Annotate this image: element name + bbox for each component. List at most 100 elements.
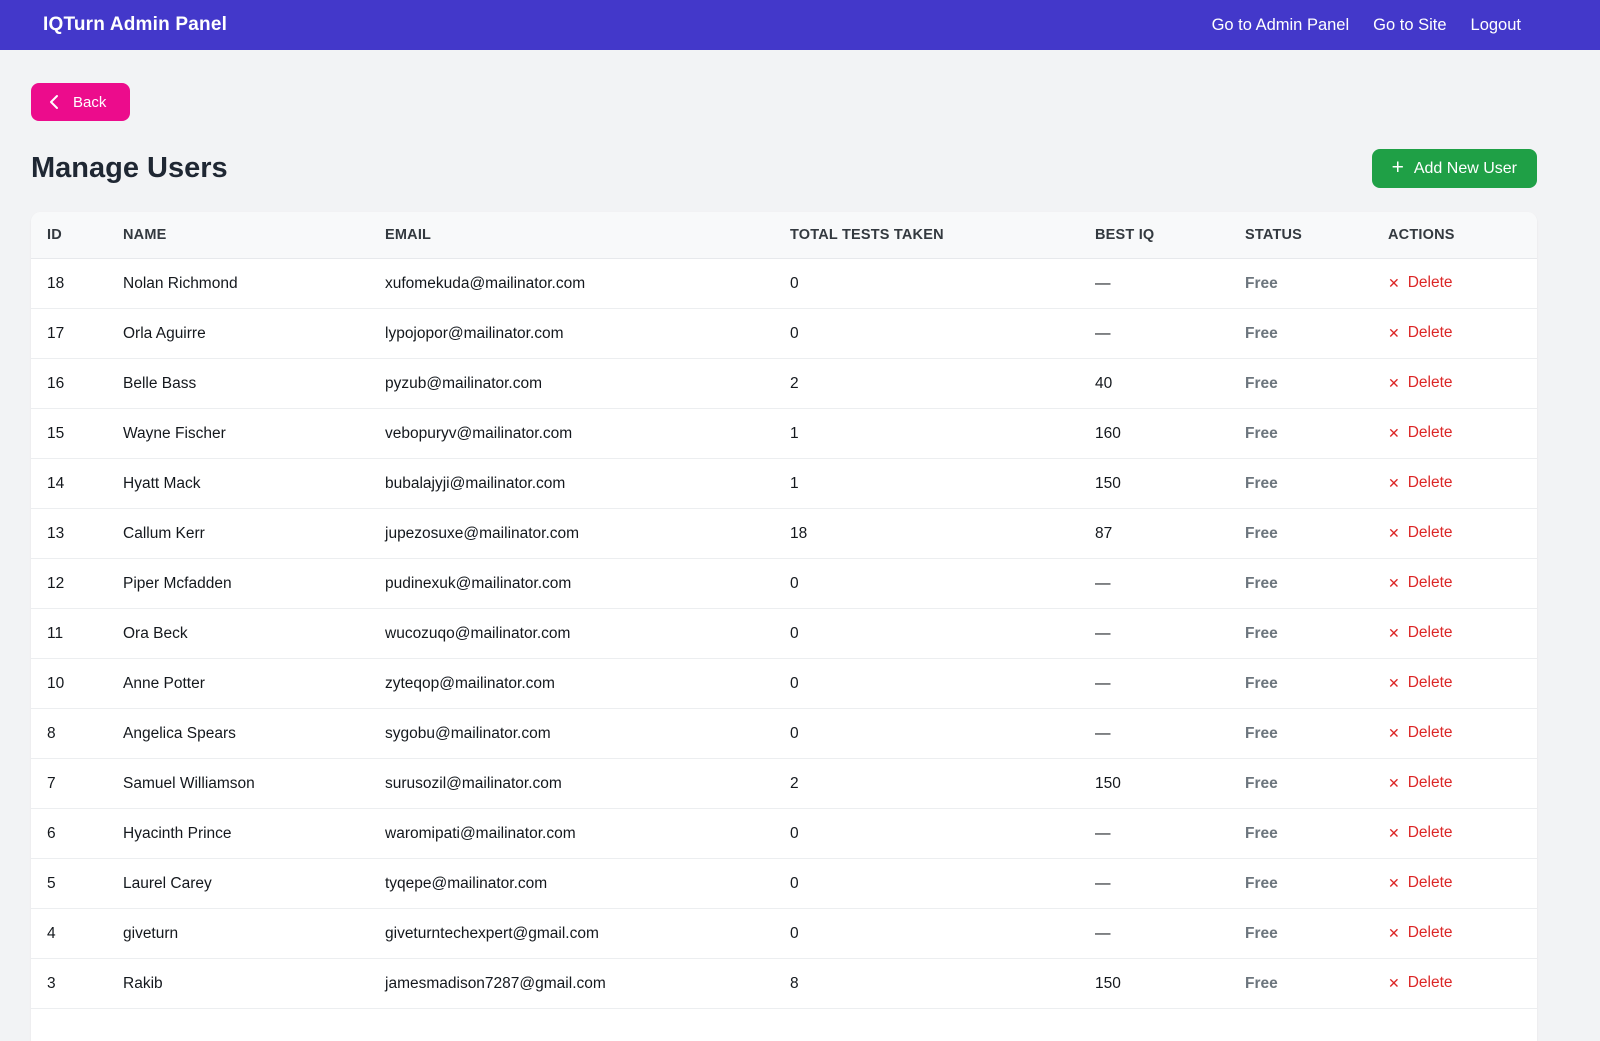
total-tests-taken-cell: 2 [774,358,1079,409]
status-badge: Free [1229,558,1372,609]
actions-cell: ✕ Delete [1372,908,1537,959]
delete-button[interactable]: ✕ Delete [1388,774,1453,792]
best-iq-cell: — [1079,858,1229,909]
table-row: 18 Nolan Richmond xufomekuda@mailinator.co… [31,258,1537,309]
delete-button[interactable]: ✕ Delete [1388,624,1453,642]
nav-link-go-to-site[interactable]: Go to Site [1373,15,1447,34]
delete-button[interactable]: ✕ Delete [1388,274,1453,292]
delete-button-label: Delete [1407,374,1453,391]
user-email-cell: vebopuryv@mailinator.com [369,408,774,459]
delete-button-label: Delete [1407,674,1453,691]
status-badge: Free [1229,358,1372,409]
delete-button[interactable]: ✕ Delete [1388,924,1453,942]
actions-cell: ✕ Delete [1372,308,1537,359]
x-icon: ✕ [1388,625,1400,641]
add-new-user-button[interactable]: + Add New User [1371,149,1537,188]
user-name-cell: Orla Aguirre [107,308,369,359]
user-id-cell: 15 [31,408,107,459]
x-icon: ✕ [1388,725,1400,741]
user-id-cell: 13 [31,508,107,559]
delete-button[interactable]: ✕ Delete [1388,474,1453,492]
back-button[interactable]: Back [31,83,131,121]
total-tests-taken-cell: 8 [774,958,1079,1009]
table-row: 17 Orla Aguirre lypojopor@mailinator.com 0—… [31,308,1537,359]
actions-cell: ✕ Delete [1372,608,1537,659]
x-icon: ✕ [1388,275,1400,291]
status-badge: Free [1229,908,1372,959]
actions-cell: ✕ Delete [1372,458,1537,509]
status-badge: Free [1229,508,1372,559]
delete-button[interactable]: ✕ Delete [1388,524,1453,542]
navbar-brand: IQTurn Admin Panel [43,14,228,35]
delete-button-label: Delete [1407,974,1453,991]
delete-button[interactable]: ✕ Delete [1388,324,1453,342]
status-badge: Free [1229,858,1372,909]
actions-cell: ✕ Delete [1372,658,1537,709]
user-email-cell: xufomekuda@mailinator.com [369,258,774,309]
status-badge: Free [1229,408,1372,459]
status-badge: Free [1229,808,1372,859]
table-row: 8 Angelica Spears sygobu@mailinator.com 0— F… [31,708,1537,759]
best-iq-cell: — [1079,808,1229,859]
user-email-cell: sygobu@mailinator.com [369,708,774,759]
user-id-cell: 16 [31,358,107,409]
x-icon: ✕ [1388,425,1400,441]
user-id-cell: 11 [31,608,107,659]
delete-button[interactable]: ✕ Delete [1388,374,1453,392]
navbar: IQTurn Admin Panel Go to Admin Panel Go … [0,0,1600,50]
delete-button[interactable]: ✕ Delete [1388,974,1453,992]
user-email-cell: waromipati@mailinator.com [369,808,774,859]
best-iq-cell: — [1079,308,1229,359]
column-header-status: STATUS [1229,212,1372,259]
user-name-cell: Ora Beck [107,608,369,659]
best-iq-cell: 40 [1079,358,1229,409]
x-icon: ✕ [1388,825,1400,841]
delete-button[interactable]: ✕ Delete [1388,674,1453,692]
x-icon: ✕ [1388,575,1400,591]
delete-button-label: Delete [1407,424,1453,441]
delete-button[interactable]: ✕ Delete [1388,574,1453,592]
user-name-cell: Anne Potter [107,658,369,709]
user-name-cell: giveturn [107,908,369,959]
best-iq-cell: — [1079,908,1229,959]
delete-button[interactable]: ✕ Delete [1388,824,1453,842]
best-iq-cell: 160 [1079,408,1229,459]
actions-cell: ✕ Delete [1372,408,1537,459]
user-name-cell: Hyatt Mack [107,458,369,509]
x-icon: ✕ [1388,675,1400,691]
status-badge: Free [1229,758,1372,809]
user-name-cell: Belle Bass [107,358,369,409]
page-title: Manage Users [31,152,228,184]
user-email-cell: zyteqop@mailinator.com [369,658,774,709]
user-email-cell: tyqepe@mailinator.com [369,858,774,909]
delete-button-label: Delete [1407,824,1453,841]
column-header-best-iq: BEST IQ [1079,212,1229,259]
delete-button-label: Delete [1407,724,1453,741]
x-icon: ✕ [1388,375,1400,391]
delete-button-label: Delete [1407,524,1453,541]
x-icon: ✕ [1388,475,1400,491]
nav-link-go-to-admin-panel[interactable]: Go to Admin Panel [1211,15,1350,34]
table-row: 3 Rakib jamesmadison7287@gmail.com 8 150 Free… [31,958,1537,1009]
delete-button[interactable]: ✕ Delete [1388,424,1453,442]
table-row: 11 Ora Beck wucozuqo@mailinator.com 0— Free ✕… [31,608,1537,659]
total-tests-taken-cell: 0 [774,608,1079,659]
delete-button[interactable]: ✕ Delete [1388,874,1453,892]
status-badge: Free [1229,258,1372,309]
user-id-cell: 12 [31,558,107,609]
delete-button-label: Delete [1407,774,1453,791]
user-id-cell: 6 [31,808,107,859]
table-row: 4 giveturn giveturntechexpert@gmail.com 0— F… [31,908,1537,959]
delete-button-label: Delete [1407,624,1453,641]
delete-button-label: Delete [1407,924,1453,941]
users-table-card: ID NAME EMAIL TOTAL TESTS TAKEN BEST IQ … [31,212,1537,1041]
status-badge: Free [1229,608,1372,659]
table-row: 10 Anne Potter zyteqop@mailinator.com 0— Fre… [31,658,1537,709]
user-name-cell: Piper Mcfadden [107,558,369,609]
nav-link-logout[interactable]: Logout [1470,15,1521,34]
delete-button-label: Delete [1407,274,1453,291]
total-tests-taken-cell: 0 [774,808,1079,859]
delete-button[interactable]: ✕ Delete [1388,724,1453,742]
back-button-label: Back [73,93,107,111]
user-name-cell: Wayne Fischer [107,408,369,459]
